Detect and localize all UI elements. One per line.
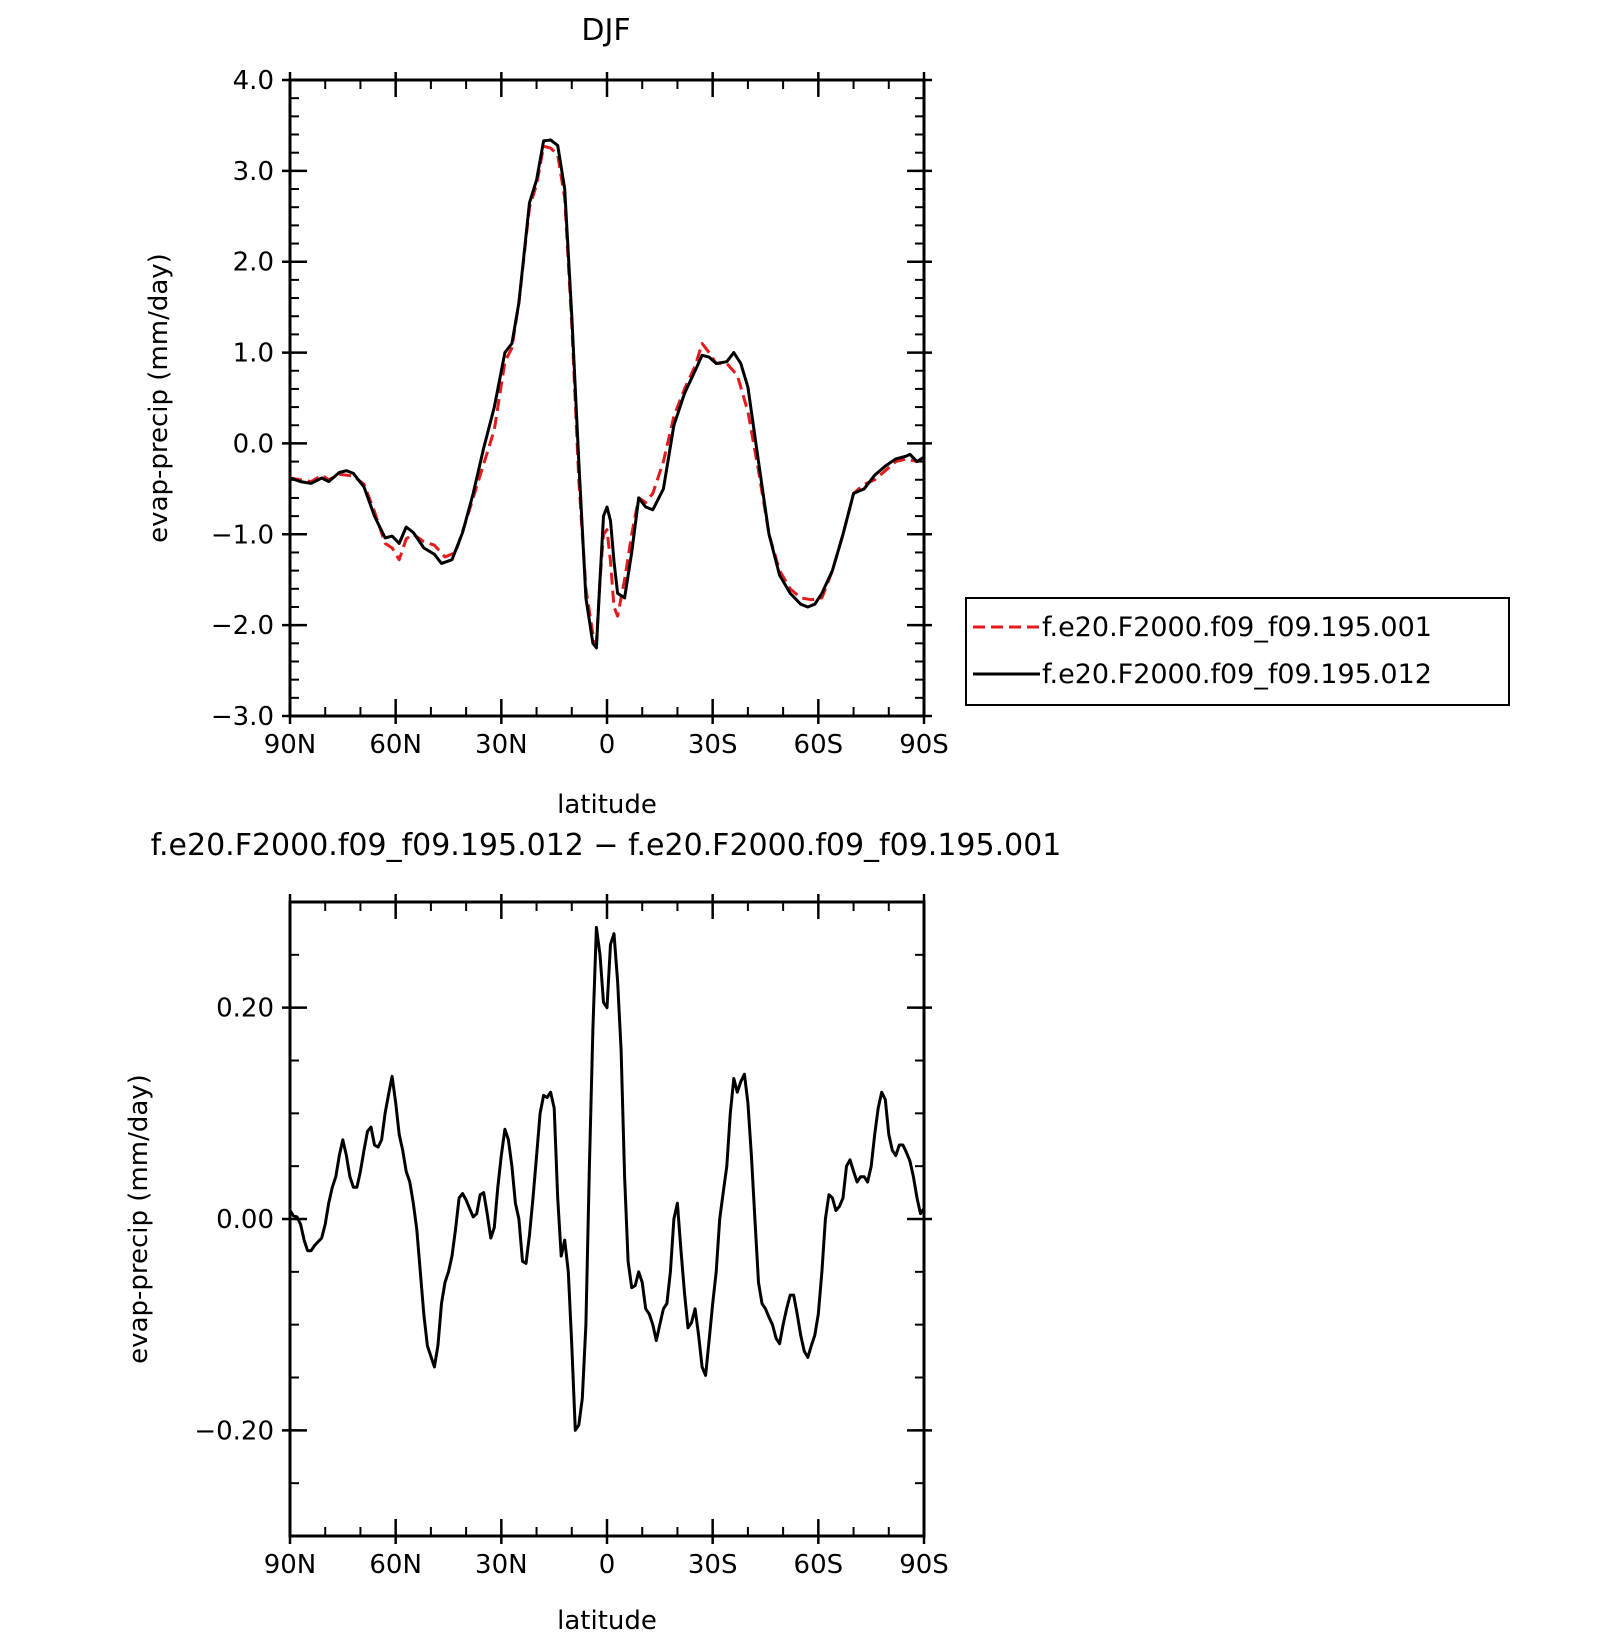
bottom-series-line-1: [288, 925, 926, 1432]
bottom-chart-xlabel: latitude: [557, 1606, 657, 1635]
bottom-chart-frame: [288, 900, 926, 1538]
y-tick-label: −2.0: [211, 611, 274, 641]
y-tick-label: 1.0: [233, 339, 274, 369]
x-tick-label: 0: [599, 730, 616, 760]
top-chart-ticks: 90N 60N 30N 0 30S 60S 90S 4.0 3.0 2.0 1.0 0.0 −1.0 −2…: [211, 66, 949, 760]
legend-box: [965, 597, 1510, 706]
x-tick-label: 0: [599, 1550, 616, 1580]
x-tick-label: 90S: [899, 1550, 949, 1580]
x-tick-label: 30N: [475, 730, 528, 760]
x-tick-label: 30N: [475, 1550, 528, 1580]
bottom-chart-series: [288, 925, 926, 1432]
x-tick-label: 60N: [369, 730, 422, 760]
x-tick-label: 90S: [899, 730, 949, 760]
top-chart-title: DJF: [581, 13, 630, 48]
y-tick-label: −1.0: [211, 520, 274, 550]
top-series-line-1: [289, 144, 925, 645]
top-chart-frame: [288, 78, 926, 718]
legend-label-series-2: f.e20.F2000.f09_f09.195.012: [1042, 659, 1432, 690]
bottom-chart-ticks: 90N 60N 30N 0 30S 60S 90S 0.20 0.00 −0.20: [194, 894, 949, 1580]
top-chart-ylabel: evap-precip (mm/day): [144, 253, 174, 543]
bottom-chart: f.e20.F2000.f09_f09.195.012 − f.e20.F200…: [124, 828, 1061, 1635]
y-tick-label: 0.20: [216, 994, 274, 1024]
x-tick-label: 60N: [369, 1550, 422, 1580]
bottom-chart-ylabel: evap-precip (mm/day): [124, 1074, 154, 1364]
y-tick-label: 3.0: [233, 157, 274, 187]
top-chart: DJF 90N 60N 30N 0 30S 60S 90S 4.0 3.0 2.0 1.0 0.0 −1…: [144, 13, 1510, 820]
bottom-chart-title: f.e20.F2000.f09_f09.195.012 − f.e20.F200…: [151, 828, 1062, 863]
x-tick-label: 90N: [264, 730, 317, 760]
y-tick-label: 2.0: [233, 248, 274, 278]
y-tick-label: 4.0: [233, 66, 274, 96]
x-tick-label: 30S: [688, 730, 738, 760]
legend-label-series-1: f.e20.F2000.f09_f09.195.001: [1042, 612, 1432, 643]
y-tick-label: 0.00: [216, 1205, 274, 1235]
top-chart-xlabel: latitude: [557, 790, 657, 820]
y-tick-label: −3.0: [211, 702, 274, 732]
y-tick-label: −0.20: [194, 1416, 274, 1446]
x-tick-label: 60S: [794, 730, 844, 760]
top-series-line-2: [289, 138, 925, 650]
y-tick-label: 0.0: [233, 429, 274, 459]
x-tick-label: 60S: [794, 1550, 844, 1580]
top-chart-series: [289, 138, 925, 650]
x-tick-label: 90N: [264, 1550, 317, 1580]
x-tick-label: 30S: [688, 1550, 738, 1580]
legend: f.e20.F2000.f09_f09.195.001 f.e20.F2000.…: [965, 597, 1510, 706]
